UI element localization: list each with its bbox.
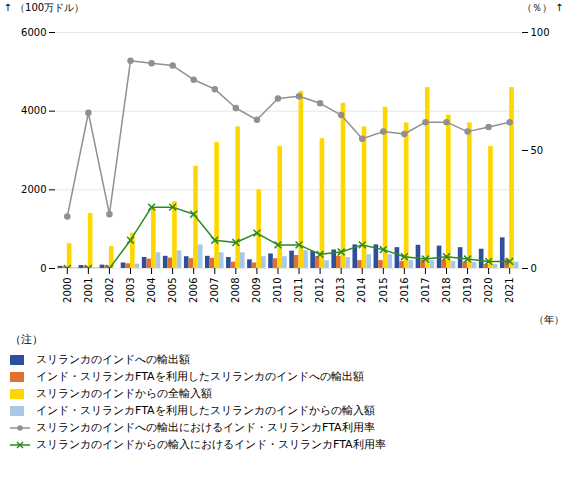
svg-text:2012: 2012 <box>314 278 325 303</box>
svg-text:2008: 2008 <box>230 278 241 303</box>
svg-text:2020: 2020 <box>483 278 494 303</box>
svg-text:2000: 2000 <box>21 184 46 195</box>
svg-text:2001: 2001 <box>83 278 94 303</box>
svg-text:2019: 2019 <box>462 278 473 303</box>
svg-text:100: 100 <box>531 27 550 38</box>
svg-text:2006: 2006 <box>188 278 199 303</box>
svg-text:2002: 2002 <box>104 278 115 303</box>
svg-text:6000: 6000 <box>21 27 46 38</box>
svg-text:2000: 2000 <box>61 278 72 303</box>
svg-text:50: 50 <box>531 145 544 156</box>
html-text:スリランカのインドへの輸出額: スリランカのインドへの輸出額 <box>36 353 190 366</box>
svg-text:2013: 2013 <box>335 278 346 303</box>
html-text:スリランカのインドからの輸入におけるインド・スリランカFTA: スリランカのインドからの輸入におけるインド・スリランカFTA利用率 <box>36 438 386 451</box>
html-text:スリランカのインドからの全輸入額: スリランカのインドからの全輸入額 <box>36 387 212 400</box>
svg-text:2004: 2004 <box>146 278 157 303</box>
svg-text:0: 0 <box>40 263 46 274</box>
svg-text:2010: 2010 <box>272 278 283 303</box>
html-text:スリランカのインドへの輸出におけるインド・スリランカFTA利: スリランカのインドへの輸出におけるインド・スリランカFTA利用率 <box>36 421 375 434</box>
svg-text:0: 0 <box>531 263 537 274</box>
svg-text:2007: 2007 <box>209 278 220 303</box>
svg-text:2015: 2015 <box>378 278 389 303</box>
svg-text:2014: 2014 <box>356 278 367 303</box>
svg-text:4000: 4000 <box>21 105 46 116</box>
svg-text:2003: 2003 <box>125 278 136 303</box>
svg-text:↑ （100万ドル）: ↑ （100万ドル） <box>4 2 85 13</box>
html-text:インド・スリランカFTAを利用したスリランカのインドからの輸: インド・スリランカFTAを利用したスリランカのインドからの輸入額 <box>36 404 375 417</box>
svg-text:2016: 2016 <box>399 278 410 303</box>
svg-text:（％） ↑: （％） ↑ <box>522 2 564 13</box>
svg-text:2021: 2021 <box>504 278 515 303</box>
svg-text:2011: 2011 <box>293 278 304 303</box>
svg-text:2005: 2005 <box>167 278 178 303</box>
svg-text:2009: 2009 <box>251 278 262 303</box>
svg-text:2018: 2018 <box>441 278 452 303</box>
svg-text:（年）: （年） <box>534 314 564 325</box>
svg-text:2017: 2017 <box>420 278 431 303</box>
html-text:インド・スリランカFTAを利用したスリランカのインドへの輸出: インド・スリランカFTAを利用したスリランカのインドへの輸出額 <box>36 370 364 383</box>
html-text:（注）: （注） <box>10 333 43 346</box>
